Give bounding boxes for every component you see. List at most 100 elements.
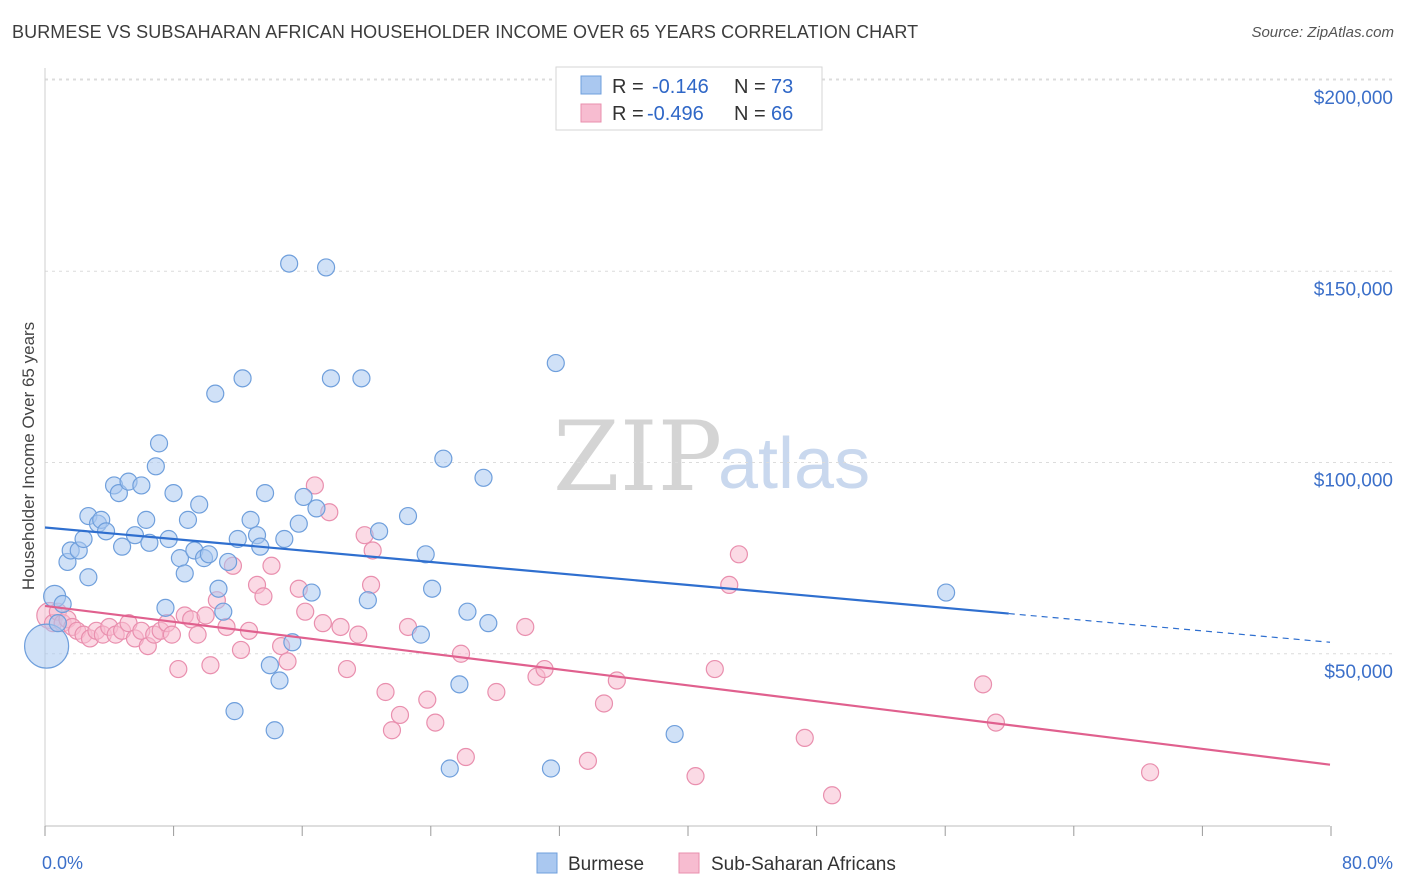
burmese-point	[411, 625, 430, 644]
subsaharan-point	[331, 617, 350, 637]
burmese-point	[178, 510, 198, 529]
legend-n-value-subsaharan: 66	[771, 103, 793, 125]
x-tick-label-max: 80.0%	[1342, 853, 1393, 873]
subsaharan-point	[607, 671, 626, 690]
series-legend: Burmese Sub-Saharan Africans	[536, 852, 896, 875]
burmese-point	[458, 602, 477, 621]
subsaharan-point	[313, 614, 332, 633]
legend-r-label-burmese: R =	[612, 76, 644, 98]
legend-swatch-burmese	[580, 75, 602, 95]
y-tick-label: $100,000	[1314, 471, 1393, 492]
burmese-point	[370, 522, 389, 541]
burmese-point	[358, 591, 377, 610]
burmese-point	[275, 529, 294, 549]
burmese-point	[48, 614, 67, 633]
subsaharan-point	[729, 545, 749, 564]
burmese-point	[546, 353, 565, 373]
legend-n-label-burmese: N =	[734, 76, 766, 98]
burmese-point	[228, 529, 247, 549]
burmese-point	[316, 258, 336, 277]
burmese-point	[214, 602, 233, 621]
burmese-point	[140, 533, 159, 552]
burmese-point	[164, 484, 183, 503]
burmese-point	[450, 675, 469, 694]
subsaharan-point	[456, 747, 475, 767]
watermark-zip: ZIP	[553, 401, 722, 513]
subsaharan-point	[1140, 763, 1160, 782]
burmese-point	[137, 510, 156, 529]
burmese-point	[541, 759, 561, 778]
burmese-point	[132, 476, 151, 495]
subsaharan-point	[426, 713, 445, 732]
subsaharan-point	[188, 625, 207, 644]
stats-legend: R = -0.146 N = 73 R = -0.496 N = 66	[555, 66, 823, 131]
series-burmese-points	[24, 254, 956, 778]
subsaharan-point	[795, 728, 814, 748]
trend-line-burmese	[44, 526, 1009, 615]
chart-title: BURMESE VS SUBSAHARAN AFRICAN HOUSEHOLDE…	[12, 22, 919, 42]
subsaharan-point	[196, 606, 215, 625]
burmese-point	[479, 614, 498, 633]
subsaharan-point	[594, 694, 614, 713]
burmese-point	[474, 468, 493, 487]
subsaharan-point	[231, 640, 251, 660]
burmese-point	[352, 369, 371, 388]
subsaharan-point	[162, 625, 181, 644]
watermark: ZIP atlas	[553, 401, 870, 513]
subsaharan-point	[973, 675, 993, 694]
subsaharan-point	[337, 659, 357, 679]
series-subsaharan-points	[36, 476, 1160, 805]
burmese-point	[53, 594, 72, 614]
subsaharan-point	[376, 682, 395, 702]
burmese-point	[260, 656, 279, 675]
bottom-legend-swatch-subsaharan	[678, 852, 700, 874]
subsaharan-point	[487, 682, 506, 702]
subsaharan-point	[262, 556, 281, 575]
burmese-point	[24, 623, 70, 669]
burmese-point	[225, 702, 244, 721]
burmese-point	[149, 434, 169, 453]
legend-n-value-burmese: 73	[771, 76, 793, 98]
legend-r-value-subsaharan: -0.496	[647, 103, 704, 125]
burmese-point	[199, 545, 218, 564]
gridlines	[45, 78, 1393, 655]
y-tick-label: $150,000	[1314, 279, 1393, 300]
subsaharan-point	[516, 617, 535, 637]
burmese-point	[206, 384, 225, 403]
burmese-point	[190, 495, 209, 514]
subsaharan-point	[451, 644, 471, 663]
subsaharan-point	[382, 721, 402, 740]
x-axis-ticks	[44, 826, 1332, 836]
burmese-point	[79, 568, 98, 587]
burmese-point	[434, 449, 453, 468]
burmese-point	[416, 545, 435, 564]
trend-line-burmese-extension	[1008, 612, 1331, 643]
watermark-atlas: atlas	[718, 424, 870, 504]
burmese-point	[265, 721, 284, 740]
subsaharan-point	[363, 541, 382, 560]
burmese-point	[423, 579, 442, 598]
burmese-point	[112, 537, 132, 556]
subsaharan-point	[822, 786, 842, 805]
subsaharan-point	[361, 575, 381, 595]
legend-r-label-subsaharan: R =	[612, 103, 644, 125]
x-tick-label-min: 0.0%	[42, 853, 83, 873]
y-axis-tick-labels: $50,000 $100,000 $150,000 $200,000	[1314, 88, 1393, 683]
burmese-point	[665, 724, 684, 744]
burmese-point	[175, 564, 194, 583]
y-tick-label: $50,000	[1324, 662, 1393, 683]
legend-r-value-burmese: -0.146	[652, 76, 709, 98]
burmese-point	[209, 579, 228, 598]
subsaharan-point	[305, 476, 324, 495]
burmese-point	[74, 529, 93, 549]
burmese-point	[307, 499, 326, 518]
bottom-legend-label-burmese: Burmese	[568, 854, 644, 875]
subsaharan-point	[705, 659, 724, 679]
subsaharan-point	[578, 751, 598, 770]
bottom-legend-swatch-burmese	[536, 852, 558, 874]
subsaharan-point	[201, 656, 220, 675]
burmese-point	[219, 552, 238, 572]
burmese-point	[241, 510, 260, 529]
subsaharan-point	[686, 767, 705, 786]
